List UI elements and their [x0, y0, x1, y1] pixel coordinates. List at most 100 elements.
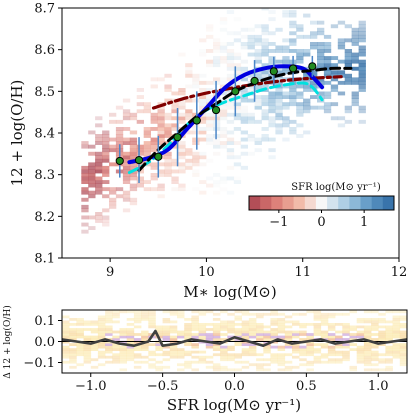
residual-histogram-cell — [112, 335, 120, 339]
residual-histogram-cell — [119, 310, 127, 314]
histogram-cell — [261, 109, 269, 114]
residual-histogram-cell — [191, 335, 199, 339]
residual-histogram-cell — [248, 335, 257, 339]
histogram-cell — [206, 95, 214, 99]
histogram-cell — [289, 20, 297, 25]
residual-histogram-cell — [62, 335, 70, 339]
histogram-cell — [240, 98, 248, 103]
residual-histogram-cell — [313, 330, 322, 334]
residual-histogram-cell — [169, 340, 178, 344]
residual-histogram-cell — [220, 358, 228, 362]
residual-histogram-cell — [126, 338, 135, 341]
histogram-cell — [226, 31, 235, 36]
histogram-cell — [233, 102, 242, 107]
histogram-cell — [178, 52, 186, 57]
histogram-cell — [226, 137, 235, 142]
residual-histogram-cell — [313, 360, 322, 364]
residual-histogram-cell — [177, 363, 185, 367]
histogram-cell — [351, 56, 359, 60]
residual-histogram-cell — [112, 348, 120, 351]
residual-histogram-cell — [356, 360, 365, 364]
residual-histogram-cell — [256, 333, 264, 336]
residual-histogram-cell — [371, 333, 379, 336]
residual-histogram-cell — [62, 353, 70, 357]
residual-histogram-cell — [234, 323, 242, 326]
residual-histogram-cell — [313, 310, 322, 314]
histogram-cell — [323, 66, 332, 71]
residual-histogram-cell — [292, 320, 300, 324]
residual-histogram-cell — [320, 318, 329, 321]
histogram-cell — [289, 84, 297, 89]
residual-histogram-cell — [277, 353, 286, 357]
histogram-cell — [143, 148, 151, 153]
residual-histogram-cell — [342, 343, 350, 346]
histogram-cell — [219, 98, 228, 103]
histogram-cell — [213, 63, 221, 68]
histogram-cell — [247, 134, 255, 138]
histogram-cell — [275, 130, 283, 135]
histogram-cell — [199, 88, 207, 92]
histogram-cell — [282, 123, 290, 128]
residual-histogram-cell — [177, 335, 185, 339]
histogram-cell — [323, 105, 332, 110]
residual-histogram-cell — [76, 345, 84, 349]
residual-histogram-cell — [126, 328, 135, 331]
residual-histogram-cell — [385, 360, 393, 364]
residual-histogram-cell — [184, 323, 192, 326]
residual-histogram-cell — [371, 355, 379, 359]
residual-histogram-cell — [371, 318, 379, 321]
residual-histogram-cell — [184, 325, 192, 329]
histogram-cell — [171, 180, 179, 184]
residual-histogram-cell — [320, 335, 329, 339]
histogram-cell — [289, 91, 297, 96]
residual-histogram-cell — [241, 330, 250, 334]
histogram-cell — [219, 144, 228, 149]
histogram-cell — [95, 212, 103, 216]
histogram-cell — [178, 88, 186, 92]
histogram-cell — [213, 151, 221, 156]
histogram-cell — [115, 137, 124, 142]
residual-histogram-cell — [363, 355, 372, 359]
residual-histogram-cell — [327, 315, 336, 319]
residual-histogram-cell — [126, 355, 135, 359]
residual-histogram-cell — [299, 353, 307, 357]
histogram-cell — [282, 49, 290, 53]
residual-histogram-cell — [256, 335, 264, 339]
histogram-cell — [102, 173, 110, 177]
residual-histogram-cell — [263, 345, 271, 349]
histogram-cell — [109, 112, 117, 117]
residual-histogram-cell — [220, 328, 228, 331]
histogram-cell — [240, 77, 248, 82]
residual-histogram-cell — [97, 325, 106, 329]
residual-histogram-cell — [126, 318, 135, 321]
bottom-y-tick-label: −0.1 — [23, 356, 55, 371]
residual-histogram-cell — [141, 355, 149, 359]
residual-histogram-cell — [385, 325, 393, 329]
residual-histogram-cell — [327, 348, 336, 351]
histogram-cell — [303, 105, 311, 110]
histogram-cell — [206, 63, 214, 68]
mass-metallicity-panel: 9 10 11 12 8.18.28.38.48.58.68.7 SFR log(M⊙… — [8, 2, 407, 302]
histogram-cell — [185, 151, 193, 156]
histogram-cell — [122, 208, 131, 213]
histogram-cell — [303, 52, 311, 57]
histogram-cell — [358, 20, 366, 25]
histogram-cell — [323, 80, 332, 85]
histogram-cell — [122, 109, 131, 114]
histogram-cell — [233, 98, 242, 103]
residual-histogram-cell — [148, 315, 156, 319]
residual-histogram-cell — [191, 355, 199, 359]
residual-histogram-cell — [363, 320, 372, 324]
residual-histogram-cell — [356, 353, 365, 357]
residual-histogram-cell — [227, 312, 235, 316]
histogram-cell — [122, 155, 131, 160]
histogram-cell — [150, 162, 158, 167]
residual-histogram-cell — [385, 348, 393, 351]
residual-histogram-cell — [141, 318, 149, 321]
residual-histogram-cell — [62, 348, 70, 351]
histogram-cell — [185, 148, 193, 153]
histogram-cell — [129, 201, 138, 206]
histogram-cell — [275, 127, 283, 131]
histogram-cell — [199, 80, 207, 85]
residual-histogram-cell — [191, 315, 199, 319]
